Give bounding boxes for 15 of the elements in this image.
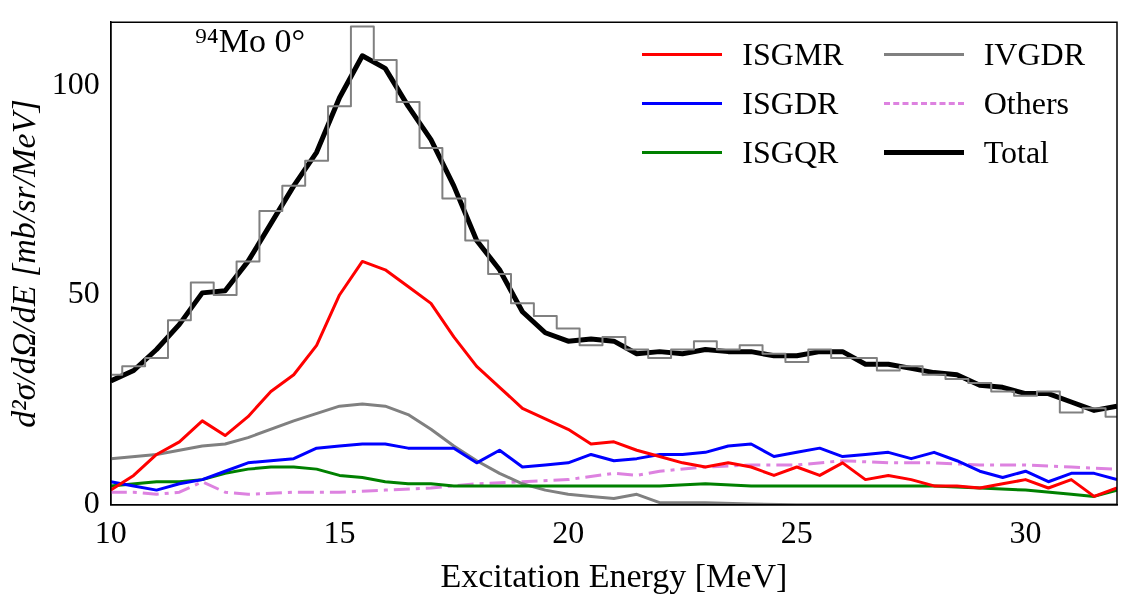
legend-label: IVGDR bbox=[983, 36, 1085, 73]
legend-label: ISGMR bbox=[742, 36, 844, 73]
x-tick-label: 15 bbox=[323, 514, 356, 551]
legend-label: Others bbox=[983, 85, 1069, 122]
y-tick-label: 100 bbox=[51, 64, 100, 101]
legend-label: ISGQR bbox=[742, 134, 839, 171]
legend-label: Total bbox=[983, 134, 1049, 171]
y-axis-title: d²σ/dΩ/dE [mb/sr/MeV] bbox=[5, 99, 43, 428]
x-tick-label: 20 bbox=[552, 514, 585, 551]
y-tick-label: 50 bbox=[67, 274, 100, 311]
x-axis-title: Excitation Energy [MeV] bbox=[440, 556, 788, 594]
x-tick-label: 30 bbox=[1009, 514, 1042, 551]
x-tick-label: 25 bbox=[780, 514, 813, 551]
annotation: ⁹⁴Mo 0° bbox=[195, 22, 306, 60]
legend-label: ISGDR bbox=[742, 85, 839, 122]
